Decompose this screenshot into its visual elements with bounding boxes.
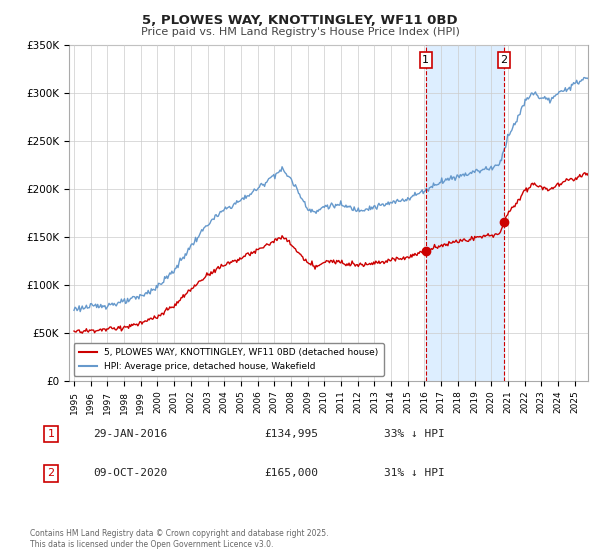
Text: £165,000: £165,000 (264, 468, 318, 478)
Text: Contains HM Land Registry data © Crown copyright and database right 2025.
This d: Contains HM Land Registry data © Crown c… (30, 529, 329, 549)
Bar (426, 45, 504, 381)
Legend: 5, PLOWES WAY, KNOTTINGLEY, WF11 0BD (detached house), HPI: Average price, detac: 5, PLOWES WAY, KNOTTINGLEY, WF11 0BD (de… (74, 343, 384, 376)
Text: 2: 2 (500, 55, 508, 65)
Text: 33% ↓ HPI: 33% ↓ HPI (384, 429, 445, 439)
Text: Price paid vs. HM Land Registry's House Price Index (HPI): Price paid vs. HM Land Registry's House … (140, 27, 460, 37)
Text: 29-JAN-2016: 29-JAN-2016 (93, 429, 167, 439)
Text: 09-OCT-2020: 09-OCT-2020 (93, 468, 167, 478)
Text: 2: 2 (47, 468, 55, 478)
Text: 1: 1 (422, 55, 429, 65)
Text: £134,995: £134,995 (264, 429, 318, 439)
Text: 31% ↓ HPI: 31% ↓ HPI (384, 468, 445, 478)
Text: 1: 1 (47, 429, 55, 439)
Text: 5, PLOWES WAY, KNOTTINGLEY, WF11 0BD: 5, PLOWES WAY, KNOTTINGLEY, WF11 0BD (142, 14, 458, 27)
